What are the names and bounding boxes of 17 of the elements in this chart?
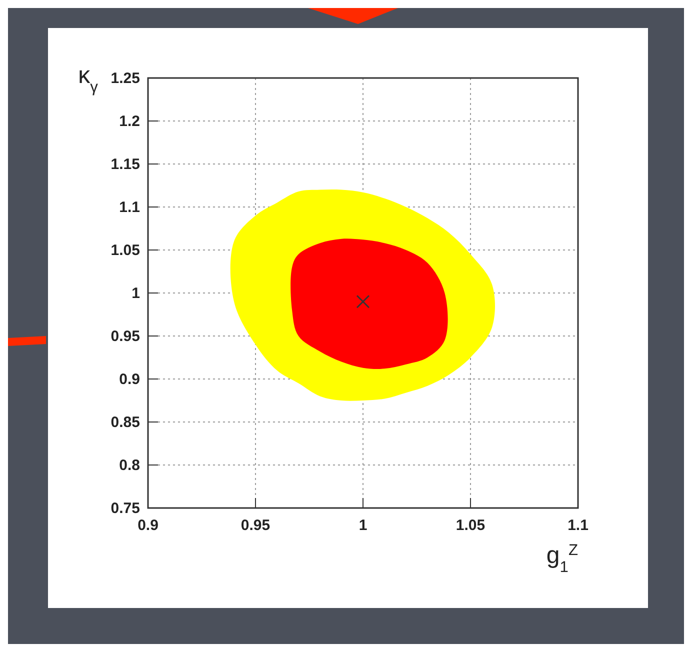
x-tick-label: 1.1 bbox=[568, 517, 588, 534]
y-tick-label: 1.25 bbox=[110, 70, 140, 87]
y-tick-label: 0.8 bbox=[119, 457, 140, 474]
x-tick-label: 1.05 bbox=[456, 517, 486, 534]
y-tick-label: 1.05 bbox=[110, 242, 140, 259]
y-axis-title: κ$_{γ}$ bbox=[78, 62, 98, 96]
y-tick-label: 1.2 bbox=[119, 113, 140, 130]
y-tick-label: 1.15 bbox=[110, 156, 140, 173]
y-tick-label: 1.1 bbox=[119, 199, 140, 216]
y-tick-label: 0.95 bbox=[110, 328, 140, 345]
x-tick-label: 0.95 bbox=[240, 517, 270, 534]
y-tick-label: 1 bbox=[132, 285, 140, 302]
y-tick-label: 0.75 bbox=[110, 500, 140, 517]
y-tick-label: 0.85 bbox=[110, 414, 140, 431]
x-tick-label: 1 bbox=[358, 517, 368, 534]
x-tick-label: 0.9 bbox=[138, 517, 158, 534]
y-tick-label: 0.9 bbox=[119, 371, 140, 388]
